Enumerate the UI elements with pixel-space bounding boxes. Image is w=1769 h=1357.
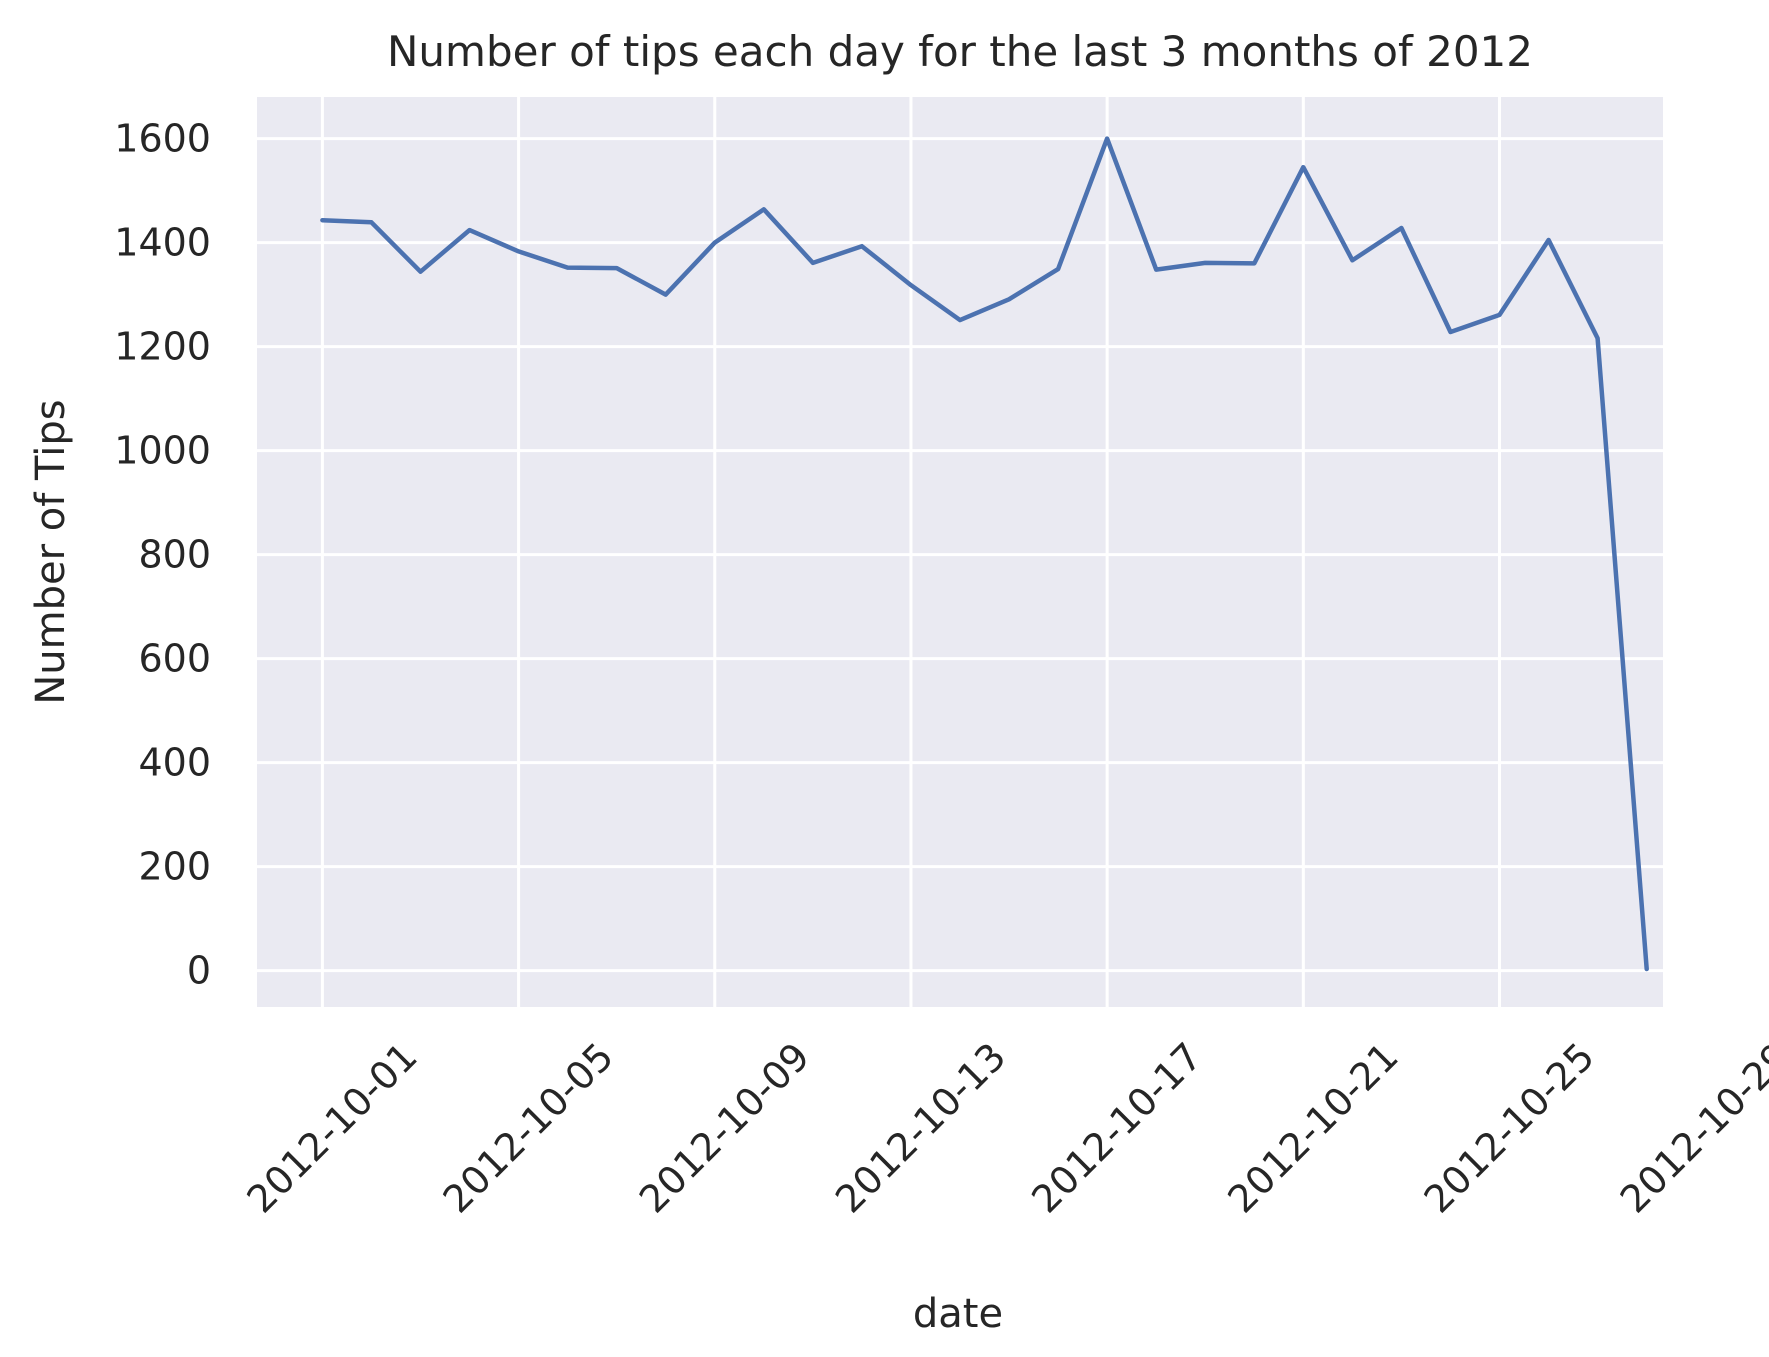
x-tick-labels: 2012-10-01 2012-10-05 2012-10-09 2012-10-13… xyxy=(238,1034,1769,1221)
series-line xyxy=(320,136,1649,972)
x-tick-label: 2012-10-09 xyxy=(631,1034,818,1221)
chart-title: Number of tips each day for the last 3 m… xyxy=(387,27,1533,76)
x-tick-label: 2012-10-13 xyxy=(827,1034,1014,1221)
y-tick-label: 200 xyxy=(138,845,211,889)
y-tick-label: 1600 xyxy=(114,117,211,161)
x-tick-label: 2012-10-17 xyxy=(1023,1034,1210,1221)
y-tick-label: 400 xyxy=(138,741,211,785)
x-tick-label: 2012-10-05 xyxy=(435,1034,622,1221)
x-tick-label: 2012-10-25 xyxy=(1416,1034,1603,1221)
y-tick-label: 0 xyxy=(187,949,211,993)
series-layer xyxy=(320,136,1649,972)
plot-background xyxy=(257,97,1663,1007)
x-tick-label: 2012-10-29 xyxy=(1612,1034,1769,1221)
x-gridlines xyxy=(320,97,1698,1007)
y-tick-label: 1200 xyxy=(114,325,211,369)
x-tick-label: 2012-10-01 xyxy=(238,1034,425,1221)
y-tick-label: 1400 xyxy=(114,221,211,265)
y-gridlines xyxy=(257,137,1663,973)
y-axis-label: Number of Tips xyxy=(28,399,74,704)
y-tick-label: 800 xyxy=(138,533,211,577)
y-tick-label: 1000 xyxy=(114,429,211,473)
y-tick-label: 600 xyxy=(138,637,211,681)
x-axis-label: date xyxy=(913,1291,1003,1337)
y-tick-labels: 0 200 400 600 800 1000 1200 1400 1600 xyxy=(114,117,211,993)
x-tick-label: 2012-10-21 xyxy=(1219,1034,1406,1221)
